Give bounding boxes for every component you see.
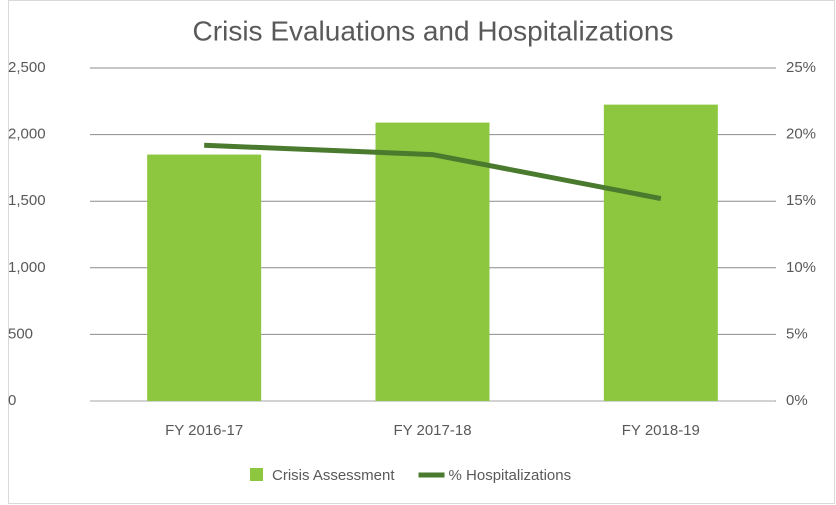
legend-label: % Hospitalizations (449, 467, 572, 484)
bar (603, 104, 718, 401)
legend-swatch (250, 468, 263, 481)
bar (375, 122, 490, 401)
x-tick-label: FY 2018-19 (622, 422, 700, 439)
y2-tick-label: 25% (786, 59, 816, 76)
x-tick-label: FY 2016-17 (165, 422, 243, 439)
y2-tick-label: 20% (786, 126, 816, 143)
y-tick-label: 1,000 (8, 259, 46, 276)
y-tick-label: 500 (8, 325, 33, 342)
y2-tick-label: 5% (786, 325, 808, 342)
y2-tick-label: 0% (786, 392, 808, 409)
bar (147, 154, 262, 401)
x-tick-label: FY 2017-18 (393, 422, 471, 439)
y-tick-label: 1,500 (8, 192, 46, 209)
line (204, 142, 662, 201)
y2-tick-label: 10% (786, 259, 816, 276)
y-tick-label: 2,500 (8, 59, 46, 76)
y2-tick-label: 15% (786, 192, 816, 209)
y-tick-label: 2,000 (8, 126, 46, 143)
legend-label: Crisis Assessment (272, 467, 395, 484)
chart-title: Crisis Evaluations and Hospitalizations (193, 15, 674, 46)
y-tick-label: 0 (8, 392, 16, 409)
chart-frame (8, 0, 835, 504)
